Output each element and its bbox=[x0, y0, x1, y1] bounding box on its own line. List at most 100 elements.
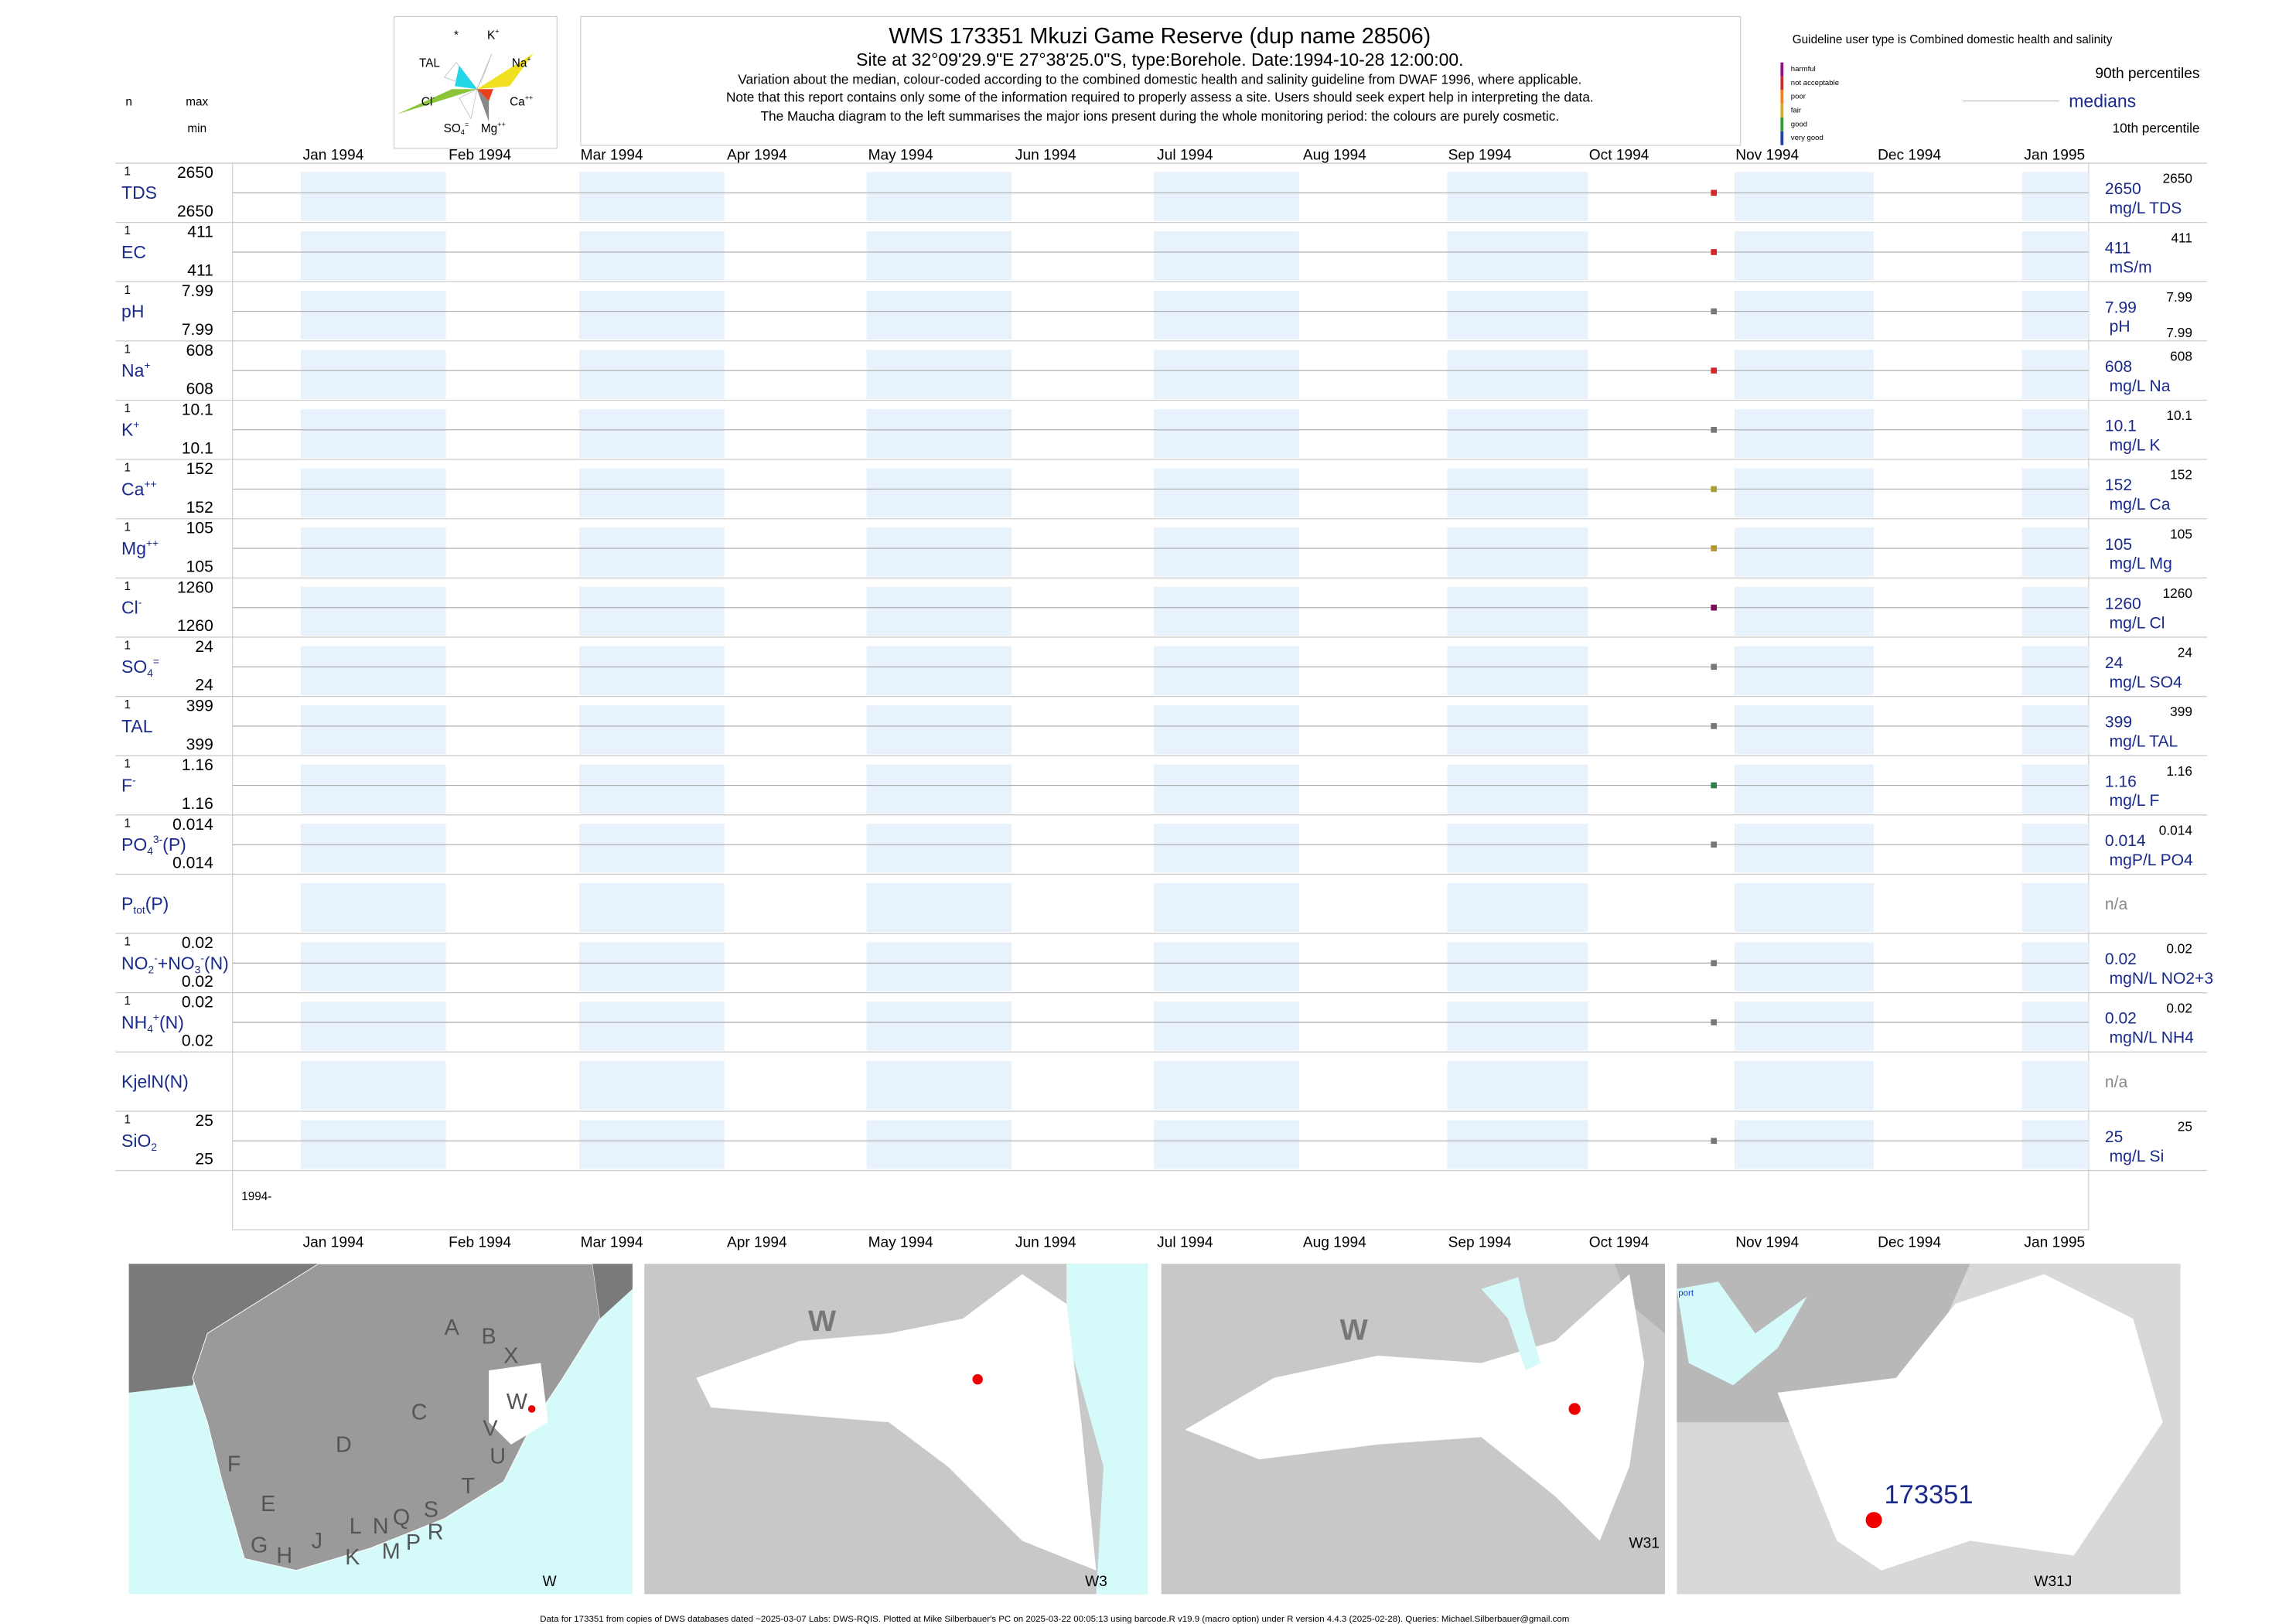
text-part: * bbox=[454, 29, 459, 42]
month-band bbox=[866, 646, 1012, 695]
month-band bbox=[1735, 172, 1875, 221]
month-band bbox=[866, 764, 1012, 814]
data-point bbox=[1711, 1019, 1718, 1025]
month-label: Sep 1994 bbox=[1448, 1234, 1512, 1250]
map-region-label: J bbox=[312, 1529, 322, 1554]
map-region-label: X bbox=[503, 1343, 518, 1368]
month-label: May 1994 bbox=[868, 148, 933, 164]
month-band bbox=[1447, 882, 1588, 933]
month-band bbox=[578, 646, 725, 695]
variable-name: F- bbox=[121, 775, 136, 796]
month-band bbox=[1447, 468, 1588, 517]
text-part: 4 bbox=[461, 128, 465, 136]
title: WMS 173351 Mkuzi Game Reserve (dup name … bbox=[889, 24, 1431, 49]
note: Note that this report contains only some… bbox=[726, 89, 1594, 104]
month-label: Jan 1994 bbox=[303, 1234, 364, 1250]
map-region-label: W bbox=[507, 1390, 528, 1414]
variable-name: Ptot(P) bbox=[121, 894, 169, 916]
max-value: 25 bbox=[195, 1112, 213, 1130]
legend-class: fair bbox=[1791, 107, 1802, 115]
month-band bbox=[1154, 172, 1299, 221]
month-band bbox=[578, 468, 725, 517]
n-count: 1 bbox=[124, 165, 131, 179]
month-label: Mar 1994 bbox=[581, 1234, 643, 1250]
n-count: 1 bbox=[124, 402, 131, 415]
data-point bbox=[1711, 308, 1718, 315]
map-region-label: R bbox=[428, 1520, 444, 1544]
map-region-label: U bbox=[490, 1445, 506, 1469]
site-marker bbox=[1865, 1512, 1882, 1529]
max-value: 2650 bbox=[177, 164, 213, 182]
footer: Data for 173351 from copies of DWS datab… bbox=[540, 1615, 1569, 1624]
month-band bbox=[1447, 172, 1588, 221]
map-corner-label: W31J bbox=[2034, 1574, 2072, 1590]
map-panel bbox=[128, 1263, 633, 1595]
variable-name: Mg++ bbox=[121, 537, 159, 558]
month-band bbox=[1735, 1120, 1875, 1169]
unit: mg/L TDS bbox=[2110, 200, 2182, 217]
max-value: 0.02 bbox=[182, 994, 213, 1012]
data-point bbox=[1711, 664, 1718, 670]
unit: mS/m bbox=[2110, 259, 2152, 277]
text-part: +NO bbox=[158, 953, 195, 973]
site-marker bbox=[1568, 1403, 1581, 1415]
text-part: = bbox=[153, 656, 159, 667]
text-part: SO bbox=[444, 122, 461, 135]
n-count: 1 bbox=[124, 520, 131, 534]
p90-value: 0.014 bbox=[2159, 822, 2193, 838]
unit: mg/L Si bbox=[2110, 1148, 2165, 1165]
text-part: Mg bbox=[481, 122, 497, 135]
month-band bbox=[1735, 764, 1875, 814]
data-point bbox=[1711, 723, 1718, 729]
not-available: n/a bbox=[2105, 1073, 2128, 1091]
p90-value: 399 bbox=[2170, 704, 2192, 719]
month-band bbox=[2021, 172, 2089, 221]
unit: mgN/L NO2+3 bbox=[2110, 970, 2213, 988]
month-band bbox=[300, 646, 446, 695]
map-region-label: H bbox=[276, 1544, 292, 1568]
month-band bbox=[866, 705, 1012, 755]
map-region-label: Q bbox=[393, 1505, 410, 1530]
month-band bbox=[1154, 1060, 1299, 1111]
map-region-label: V bbox=[483, 1416, 498, 1441]
month-band bbox=[1447, 646, 1588, 695]
year-label: 1994- bbox=[241, 1190, 271, 1203]
text-part: SiO bbox=[121, 1131, 151, 1151]
month-label: Aug 1994 bbox=[1303, 1234, 1366, 1250]
month-band bbox=[300, 824, 446, 873]
max-value: 1.16 bbox=[182, 756, 213, 774]
month-band bbox=[300, 764, 446, 814]
maucha-label: K+ bbox=[487, 28, 500, 43]
map-region-label: T bbox=[462, 1474, 476, 1499]
n-header: n bbox=[125, 96, 132, 109]
subtitle: Site at 32°09'29.9"E 27°38'25.0"S, type:… bbox=[856, 49, 1463, 70]
text-part: - bbox=[200, 952, 204, 964]
text-part: K bbox=[487, 29, 496, 42]
text-part: - bbox=[138, 597, 142, 609]
text-part: (P) bbox=[145, 894, 169, 914]
variable-name: PO43-(P) bbox=[121, 834, 186, 857]
map-corner-label: W bbox=[543, 1574, 557, 1590]
month-band bbox=[1447, 408, 1588, 459]
map-panel bbox=[1161, 1264, 1666, 1595]
n-count: 1 bbox=[124, 1113, 131, 1126]
legend-swatch bbox=[1780, 76, 1784, 90]
legend-class: good bbox=[1791, 120, 1807, 128]
text-part: + bbox=[527, 56, 531, 63]
text-part: + bbox=[133, 419, 139, 431]
text-part: NH bbox=[121, 1012, 147, 1032]
guideline-label: Guideline user type is Combined domestic… bbox=[1793, 33, 2113, 46]
month-band bbox=[300, 350, 446, 399]
max-value: 105 bbox=[186, 520, 213, 537]
text-part: + bbox=[495, 28, 499, 36]
month-band bbox=[578, 172, 725, 221]
data-point bbox=[1711, 249, 1718, 255]
text-part: F bbox=[121, 776, 132, 796]
unit: mgN/L NH4 bbox=[2110, 1029, 2195, 1047]
legend-swatch bbox=[1780, 90, 1784, 104]
data-point bbox=[1711, 367, 1718, 374]
month-label: Dec 1994 bbox=[1878, 1234, 1941, 1250]
p90-value: 2650 bbox=[2163, 171, 2192, 186]
